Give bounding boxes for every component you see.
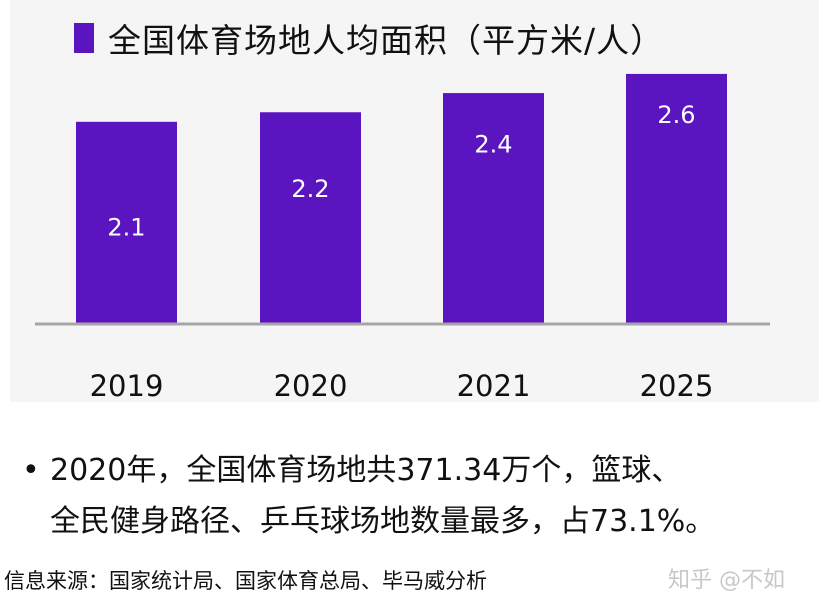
x-tick-label: 2020 — [274, 369, 348, 402]
data-label: 2.1 — [107, 213, 145, 241]
x-tick-label: 2019 — [90, 369, 164, 402]
note-line-2: 全民健身路径、乒乓球场地数量最多，占73.1%。 — [50, 504, 716, 539]
legend: 全国体育场地人均面积（平方米/人） — [74, 14, 664, 62]
data-label: 2.2 — [291, 175, 329, 203]
bar-2025 — [626, 73, 727, 323]
bar-2020 — [260, 112, 361, 324]
bullet-dot: • — [22, 453, 40, 488]
x-tick-label: 2025 — [640, 369, 714, 402]
bar-chart: 2.1 2019 2.2 2020 2.4 2021 2.6 2025 — [35, 73, 770, 402]
note-line-1: 2020年，全国体育场地共371.34万个，篮球、 — [50, 453, 682, 488]
watermark: 知乎 @不如 — [668, 568, 785, 593]
x-tick-label: 2021 — [457, 369, 531, 402]
bar-2019 — [76, 121, 177, 323]
source-note: 信息来源：国家统计局、国家体育总局、毕马威分析 — [4, 569, 487, 593]
legend-swatch — [74, 23, 94, 53]
data-label: 2.4 — [474, 131, 512, 159]
data-label: 2.6 — [657, 101, 695, 129]
note: • 2020年，全国体育场地共371.34万个，篮球、 全民健身路径、乒乓球场地… — [22, 445, 819, 547]
bar-2021 — [443, 93, 544, 323]
legend-label: 全国体育场地人均面积（平方米/人） — [108, 21, 665, 60]
